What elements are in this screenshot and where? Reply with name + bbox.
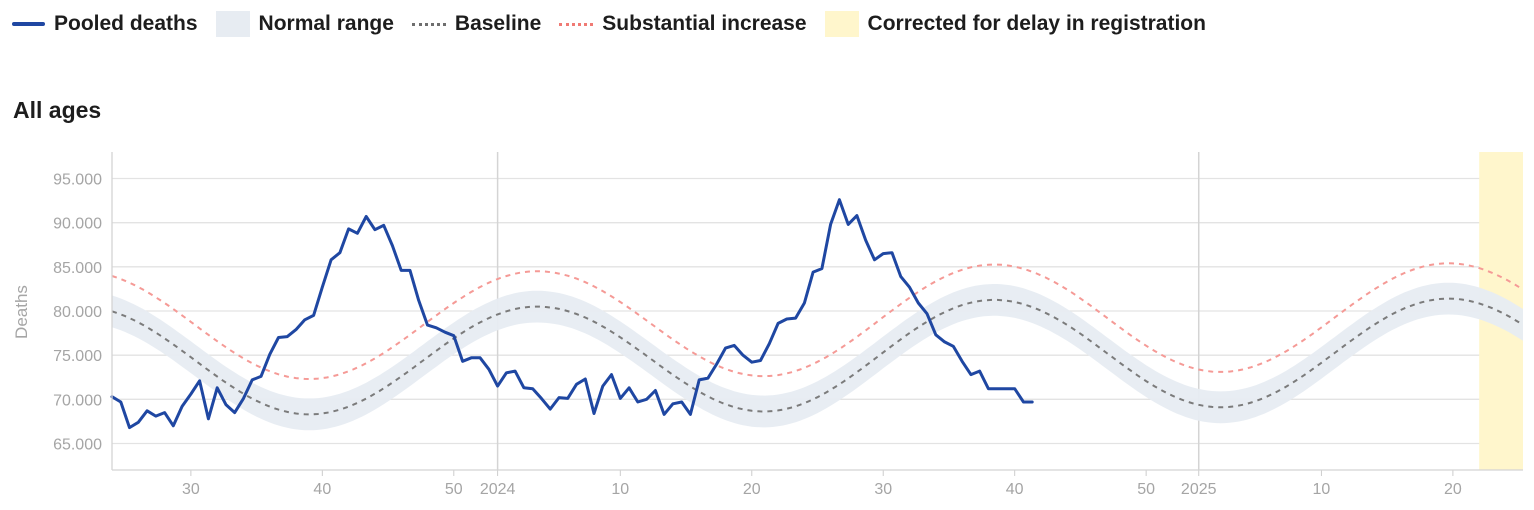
normal-range-area — [112, 282, 1523, 431]
x-tick-label: 2025 — [1181, 481, 1217, 498]
pooled-deaths-swatch — [12, 22, 45, 26]
legend-item-pooled-deaths[interactable]: Pooled deaths — [12, 12, 198, 36]
x-tick-label: 30 — [182, 481, 200, 498]
section-title: All ages — [13, 97, 102, 123]
legend-label-baseline: Baseline — [454, 12, 542, 35]
legend-label-corrected: Corrected for delay in registration — [867, 12, 1206, 35]
y-tick-label: 90.000 — [53, 216, 102, 233]
legend-label-substantial-increase: Substantial increase — [602, 12, 807, 35]
x-tick-label: 20 — [743, 481, 761, 498]
y-tick-label: 70.000 — [53, 392, 102, 409]
baseline-line — [111, 297, 1524, 416]
baseline-swatch — [411, 22, 446, 26]
pooled-deaths-line — [110, 198, 1034, 430]
axes: 65.000 70.000 75.000 80.000 85.000 90.000 95.0… — [53, 152, 1523, 498]
x-tick-label: 50 — [445, 481, 463, 498]
y-tick-label: 95.000 — [53, 172, 102, 189]
legend: Pooled deaths Normal range Baseline Subs… — [12, 8, 1224, 40]
y-axis-label: Deaths — [12, 285, 31, 339]
x-tick-label: 50 — [1137, 481, 1155, 498]
normal-range-band — [112, 282, 1523, 431]
substantial-increase-swatch — [559, 22, 594, 26]
pooled-deaths-path — [110, 198, 1034, 430]
x-tick-label: 40 — [1006, 481, 1024, 498]
x-tick-label: 20 — [1444, 481, 1462, 498]
substantial-increase-path — [111, 262, 1524, 381]
legend-item-baseline[interactable]: Baseline — [411, 12, 542, 36]
y-tick-label: 80.000 — [53, 304, 102, 321]
legend-label-normal-range: Normal range — [258, 12, 394, 35]
y-tick-label: 75.000 — [53, 348, 102, 365]
x-tick-label: 10 — [1313, 481, 1331, 498]
x-tick-label: 40 — [313, 481, 331, 498]
legend-item-normal-range[interactable]: Normal range — [215, 11, 394, 37]
substantial-increase-line — [111, 262, 1524, 381]
normal-range-swatch — [215, 11, 250, 37]
corrected-swatch — [824, 11, 859, 37]
y-tick-label: 65.000 — [53, 437, 102, 454]
x-tick-label: 2024 — [480, 481, 516, 498]
x-tick-label: 30 — [874, 481, 892, 498]
x-tick-label: 10 — [611, 481, 629, 498]
deaths-line-chart: 65.000 70.000 75.000 80.000 85.000 90.000 95.0… — [12, 152, 1524, 498]
y-tick-label: 85.000 — [53, 260, 102, 277]
baseline-path — [111, 297, 1524, 416]
legend-label-pooled-deaths: Pooled deaths — [54, 12, 198, 35]
legend-item-corrected[interactable]: Corrected for delay in registration — [824, 11, 1206, 37]
legend-item-substantial-increase[interactable]: Substantial increase — [559, 12, 807, 36]
